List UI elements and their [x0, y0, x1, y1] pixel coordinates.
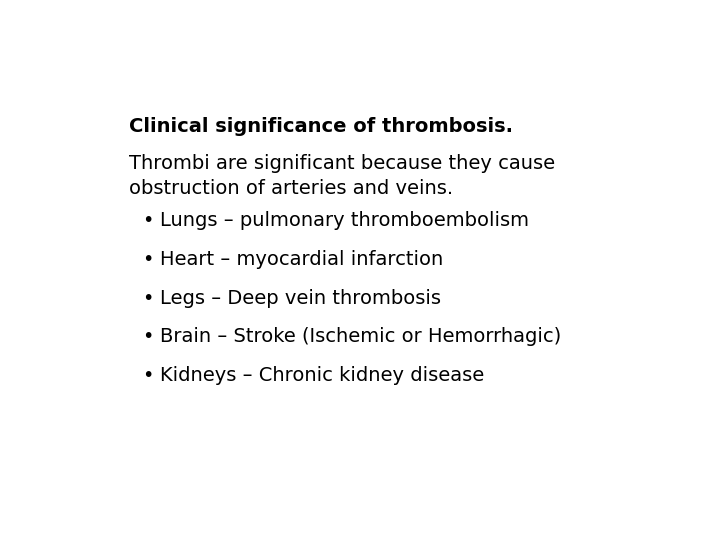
Text: •: • — [142, 327, 153, 346]
Text: •: • — [142, 250, 153, 269]
Text: •: • — [142, 288, 153, 307]
Text: Brain – Stroke (Ischemic or Hemorrhagic): Brain – Stroke (Ischemic or Hemorrhagic) — [160, 327, 561, 346]
Text: •: • — [142, 211, 153, 230]
Text: Clinical significance of thrombosis.: Clinical significance of thrombosis. — [129, 117, 513, 136]
Text: Legs – Deep vein thrombosis: Legs – Deep vein thrombosis — [160, 288, 441, 307]
Text: Lungs – pulmonary thromboembolism: Lungs – pulmonary thromboembolism — [160, 211, 528, 230]
Text: Thrombi are significant because they cause: Thrombi are significant because they cau… — [129, 154, 555, 173]
Text: obstruction of arteries and veins.: obstruction of arteries and veins. — [129, 179, 453, 198]
Text: Heart – myocardial infarction: Heart – myocardial infarction — [160, 250, 443, 269]
Text: Kidneys – Chronic kidney disease: Kidneys – Chronic kidney disease — [160, 366, 484, 385]
Text: •: • — [142, 366, 153, 385]
